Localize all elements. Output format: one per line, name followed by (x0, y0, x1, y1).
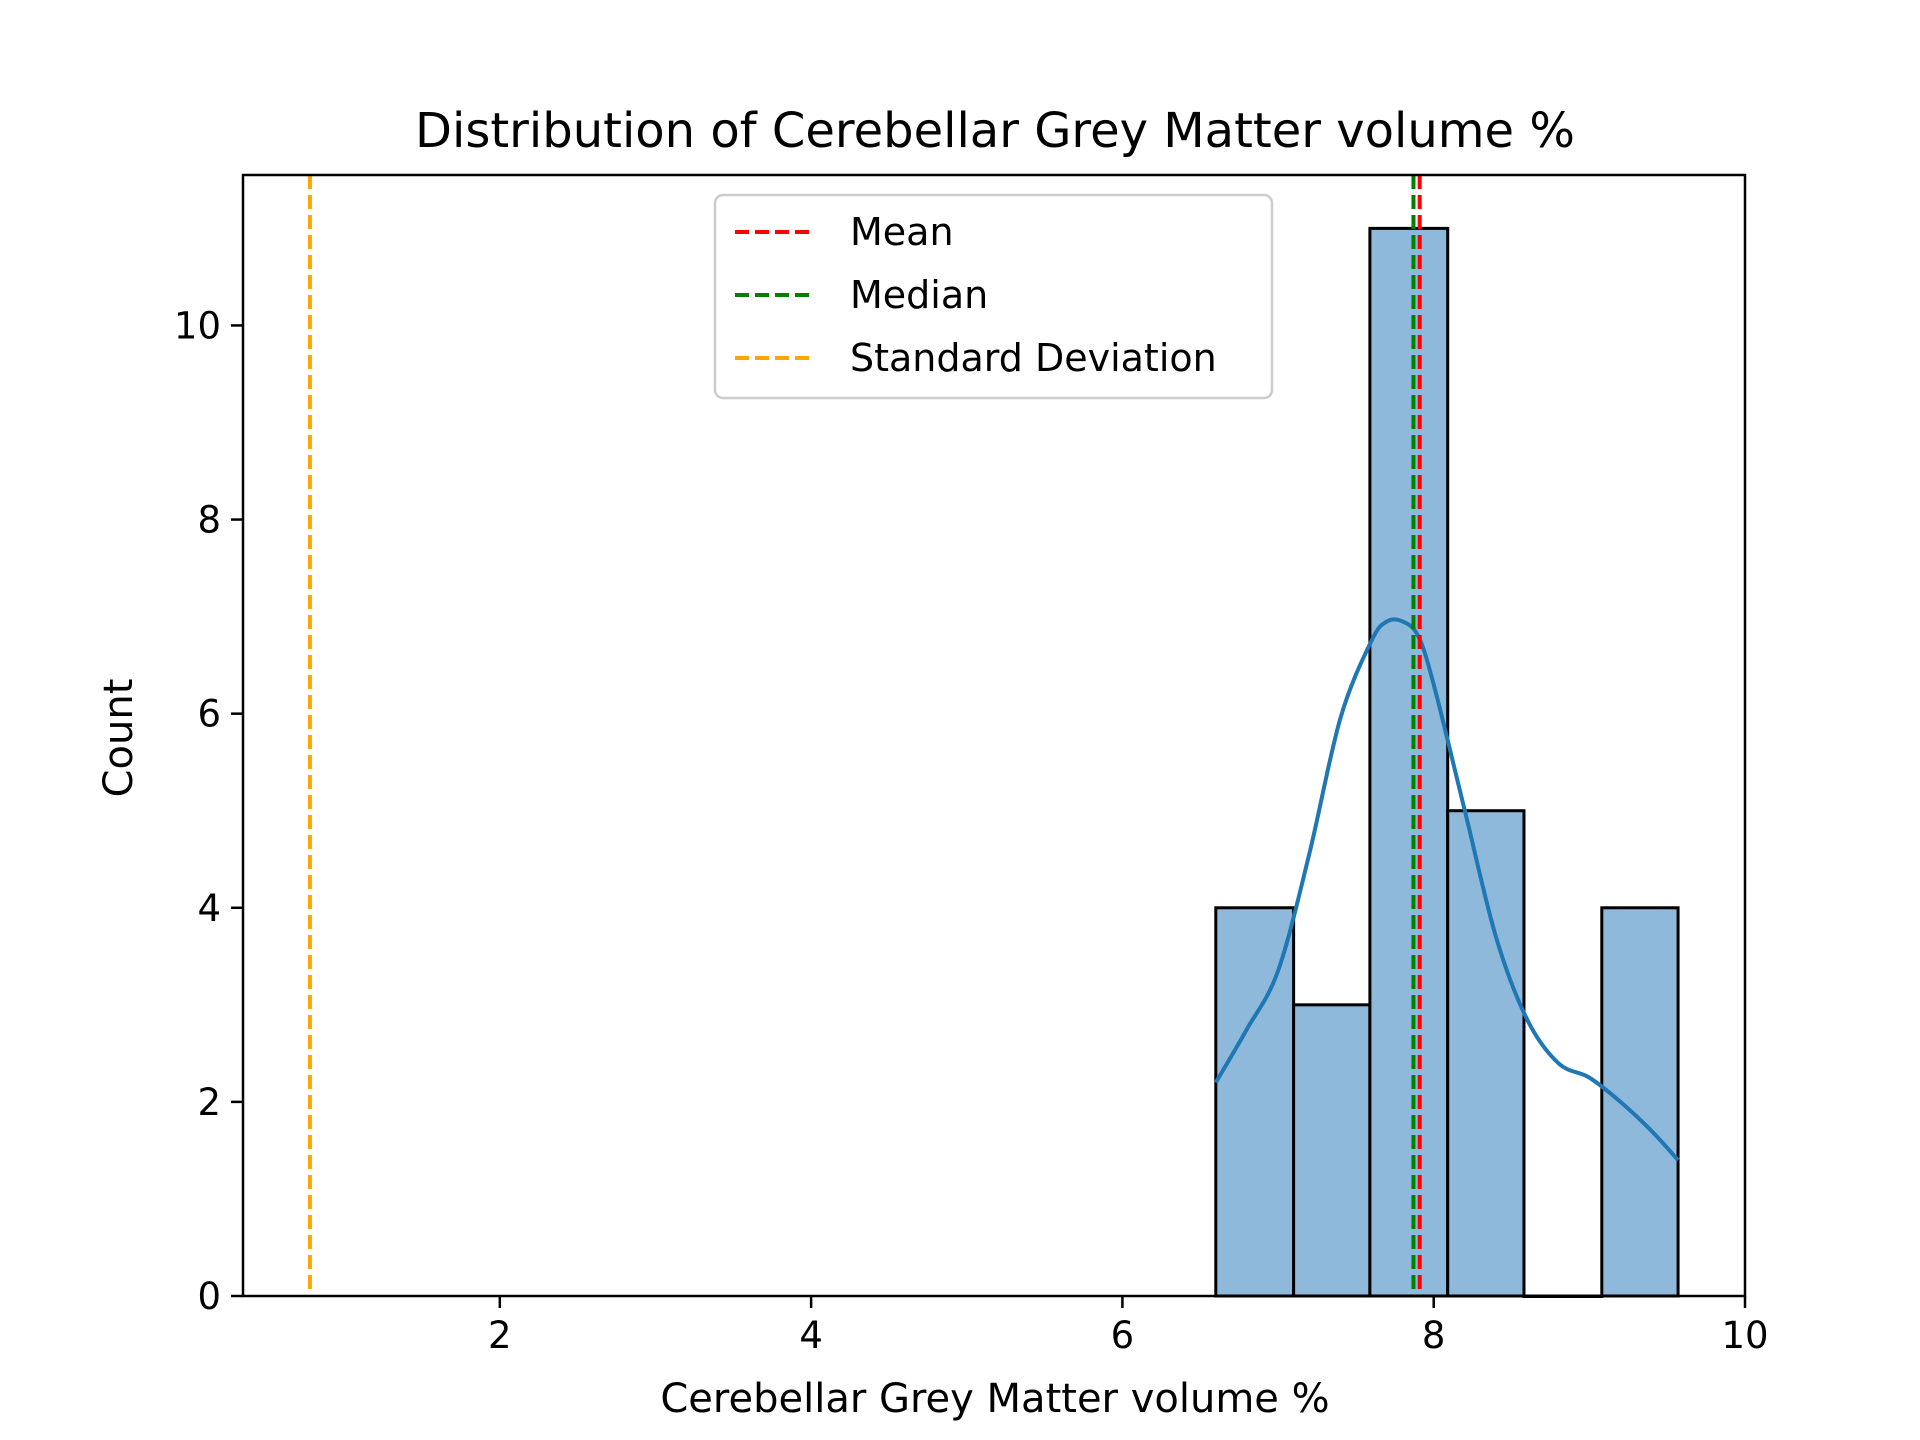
y-tick-label: 4 (197, 887, 221, 930)
legend: Mean Median Standard Deviation (713, 193, 1274, 400)
x-axis-label: Cerebellar Grey Matter volume % (660, 1376, 1329, 1422)
x-tick-label: 8 (1422, 1314, 1446, 1357)
legend-box (713, 193, 1274, 400)
plot-frame (241, 173, 1747, 1298)
histogram-bar (1600, 906, 1680, 1298)
legend-label: Standard Deviation (850, 336, 1217, 380)
histogram-bar (1292, 1003, 1372, 1298)
x-tick-label: 10 (1721, 1314, 1768, 1357)
x-tick-label: 6 (1111, 1314, 1135, 1357)
x-tick-label: 4 (799, 1314, 823, 1357)
y-axis-label: Count (96, 679, 142, 798)
y-tick-label: 10 (174, 304, 221, 347)
kde-curve (1214, 617, 1680, 1162)
y-tick-label: 8 (197, 499, 221, 542)
y-tick-label: 0 (197, 1275, 221, 1318)
histogram-bar (1368, 226, 1450, 1298)
chart-title: Distribution of Cerebellar Grey Matter v… (415, 103, 1575, 159)
histogram-bar (1214, 906, 1296, 1298)
legend-label: Mean (850, 210, 954, 254)
histogram-bar (1446, 809, 1526, 1298)
legend-label: Median (850, 273, 988, 317)
y-tick-label: 2 (197, 1081, 221, 1124)
x-tick-label: 2 (488, 1314, 512, 1357)
y-tick-label: 6 (197, 693, 221, 736)
